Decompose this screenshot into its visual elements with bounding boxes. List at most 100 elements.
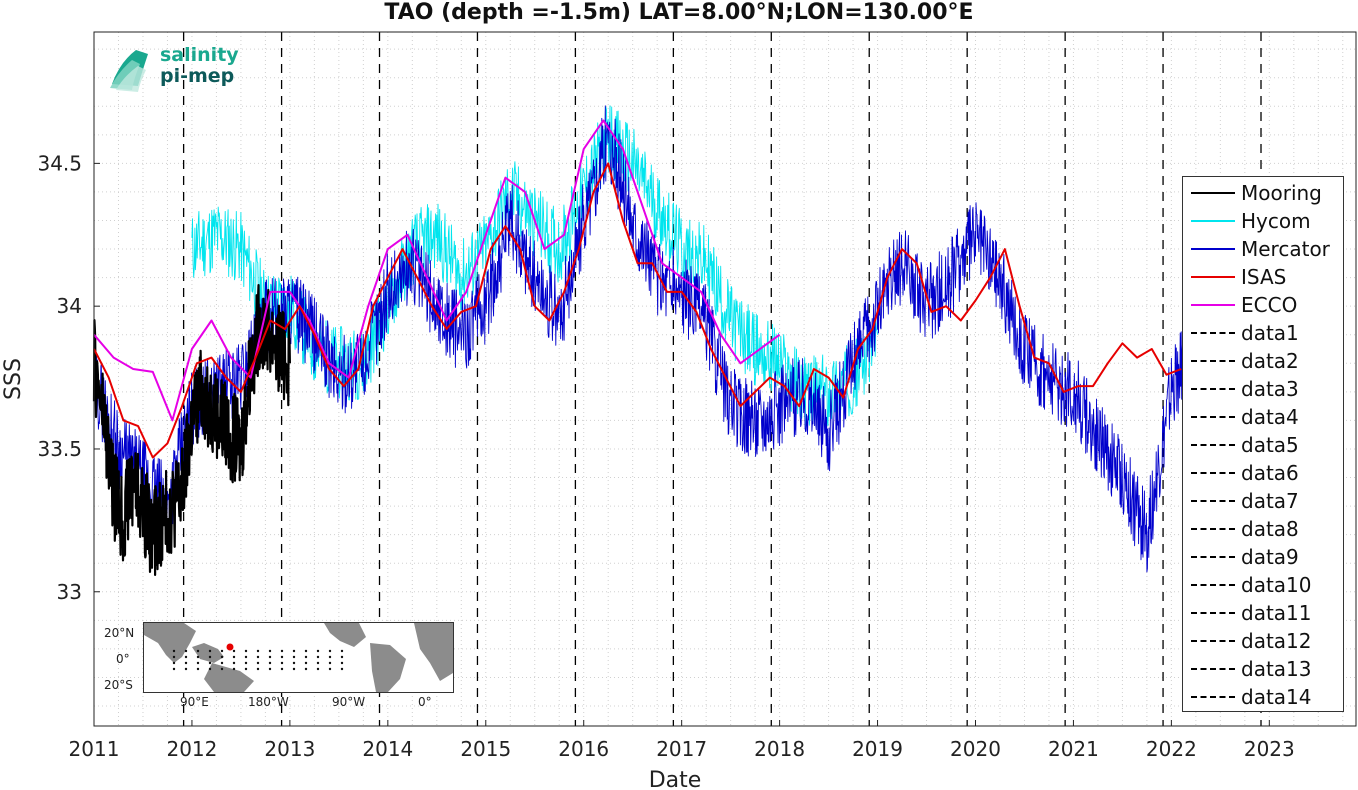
legend-entry-data14: data14	[1183, 683, 1343, 711]
axes-box	[93, 31, 1357, 727]
legend-entry-data4: data4	[1183, 403, 1343, 431]
legend-entry-data2: data2	[1183, 347, 1343, 375]
x-tick-label-2022: 2022	[1146, 737, 1197, 761]
inset-station-dot	[256, 661, 260, 665]
x-tick-label-2019: 2019	[852, 737, 903, 761]
inset-station-dot	[340, 667, 344, 671]
inset-station-dot	[172, 649, 176, 653]
inset-station-dot	[316, 667, 320, 671]
legend-entry-data6: data6	[1183, 459, 1343, 487]
inset-lon-label-0: 90°E	[180, 695, 209, 709]
inset-station-dot	[220, 661, 224, 665]
legend-label: data9	[1241, 545, 1299, 569]
legend-swatch-icon	[1191, 192, 1235, 194]
inset-station-dot	[256, 667, 260, 671]
inset-station-dot	[316, 649, 320, 653]
x-tick-label-2013: 2013	[264, 737, 315, 761]
series-ecco-line	[93, 119, 781, 422]
legend-label: ISAS	[1241, 265, 1287, 289]
inset-station-dot	[292, 655, 296, 659]
legend-label: data1	[1241, 321, 1299, 345]
logo-text-pimep: pi-mep	[160, 65, 235, 87]
legend-swatch-icon	[1191, 248, 1235, 250]
series-mercator-line	[93, 105, 1344, 573]
inset-station-dot	[280, 649, 284, 653]
legend-entry-ecco: ECCO	[1183, 291, 1343, 319]
legend-label: data12	[1241, 629, 1312, 653]
legend-entry-mercator: Mercator	[1183, 235, 1343, 263]
legend-label: ECCO	[1241, 293, 1298, 317]
inset-station-dot	[196, 655, 200, 659]
inset-station-dot	[316, 661, 320, 665]
inset-station-dot	[328, 667, 332, 671]
inset-station-dot	[340, 649, 344, 653]
legend-swatch-icon	[1191, 640, 1235, 642]
inset-lat-label-2: 20°S	[104, 678, 133, 692]
inset-station-dot	[328, 661, 332, 665]
chart-title: TAO (depth =-1.5m) LAT=8.00°N;LON=130.00…	[384, 0, 974, 25]
legend-label: data7	[1241, 489, 1299, 513]
legend-label: data13	[1241, 657, 1312, 681]
inset-lon-label-2: 90°W	[332, 695, 366, 709]
inset-station-dot	[172, 667, 176, 671]
legend-entry-hycom: Hycom	[1183, 207, 1343, 235]
legend-entry-data7: data7	[1183, 487, 1343, 515]
inset-station-dot	[280, 667, 284, 671]
inset-station-dot	[304, 655, 308, 659]
inset-station-dot	[268, 649, 272, 653]
legend-swatch-icon	[1191, 612, 1235, 614]
legend-entry-data11: data11	[1183, 599, 1343, 627]
x-tick-label-2014: 2014	[362, 737, 413, 761]
legend-swatch-icon	[1191, 584, 1235, 586]
legend-swatch-icon	[1191, 276, 1235, 278]
inset-lon-label-3: 0°	[418, 695, 432, 709]
legend-swatch-icon	[1191, 696, 1235, 698]
series-isas-line	[93, 162, 1182, 459]
inset-map-canvas	[144, 623, 453, 692]
inset-station-dot	[172, 655, 176, 659]
series-mooring-line	[92, 284, 291, 577]
legend-label: Mercator	[1241, 237, 1330, 261]
legend-label: data10	[1241, 573, 1312, 597]
legend-swatch-icon	[1191, 416, 1235, 418]
inset-station-dot	[196, 661, 200, 665]
station-marker	[226, 643, 234, 651]
inset-station-dot	[244, 649, 248, 653]
inset-station-dot	[220, 667, 224, 671]
legend-entry-mooring: Mooring	[1183, 179, 1343, 207]
inset-station-dot	[232, 655, 236, 659]
legend-label: data5	[1241, 433, 1299, 457]
inset-station-dot	[244, 667, 248, 671]
inset-station-dot	[220, 655, 224, 659]
inset-station-dot	[208, 649, 212, 653]
inset-lon-label-1: 180°W	[248, 695, 289, 709]
inset-lat-label-0: 20°N	[104, 626, 135, 640]
inset-station-dot	[280, 661, 284, 665]
inset-station-dot	[184, 661, 188, 665]
x-tick-label-2017: 2017	[656, 737, 707, 761]
inset-station-dot	[172, 661, 176, 665]
inset-station-dot	[280, 655, 284, 659]
legend-entry-data10: data10	[1183, 571, 1343, 599]
legend-label: data6	[1241, 461, 1299, 485]
legend-swatch-icon	[1191, 220, 1235, 222]
legend-entry-data5: data5	[1183, 431, 1343, 459]
x-tick-label-2020: 2020	[950, 737, 1001, 761]
legend-swatch-icon	[1191, 668, 1235, 670]
inset-station-dot	[256, 655, 260, 659]
legend-swatch-icon	[1191, 556, 1235, 558]
inset-station-dot	[340, 661, 344, 665]
x-tick-label-2012: 2012	[166, 737, 217, 761]
legend-swatch-icon	[1191, 528, 1235, 530]
inset-station-dot	[184, 655, 188, 659]
legend-entry-data1: data1	[1183, 319, 1343, 347]
legend-label: data11	[1241, 601, 1312, 625]
inset-station-dot	[208, 655, 212, 659]
inset-station-dot	[268, 655, 272, 659]
logo-text-salinity: salinity	[160, 44, 239, 66]
inset-station-dot	[184, 667, 188, 671]
inset-station-dot	[244, 661, 248, 665]
x-tick-label-2015: 2015	[460, 737, 511, 761]
x-tick-label-2018: 2018	[754, 737, 805, 761]
